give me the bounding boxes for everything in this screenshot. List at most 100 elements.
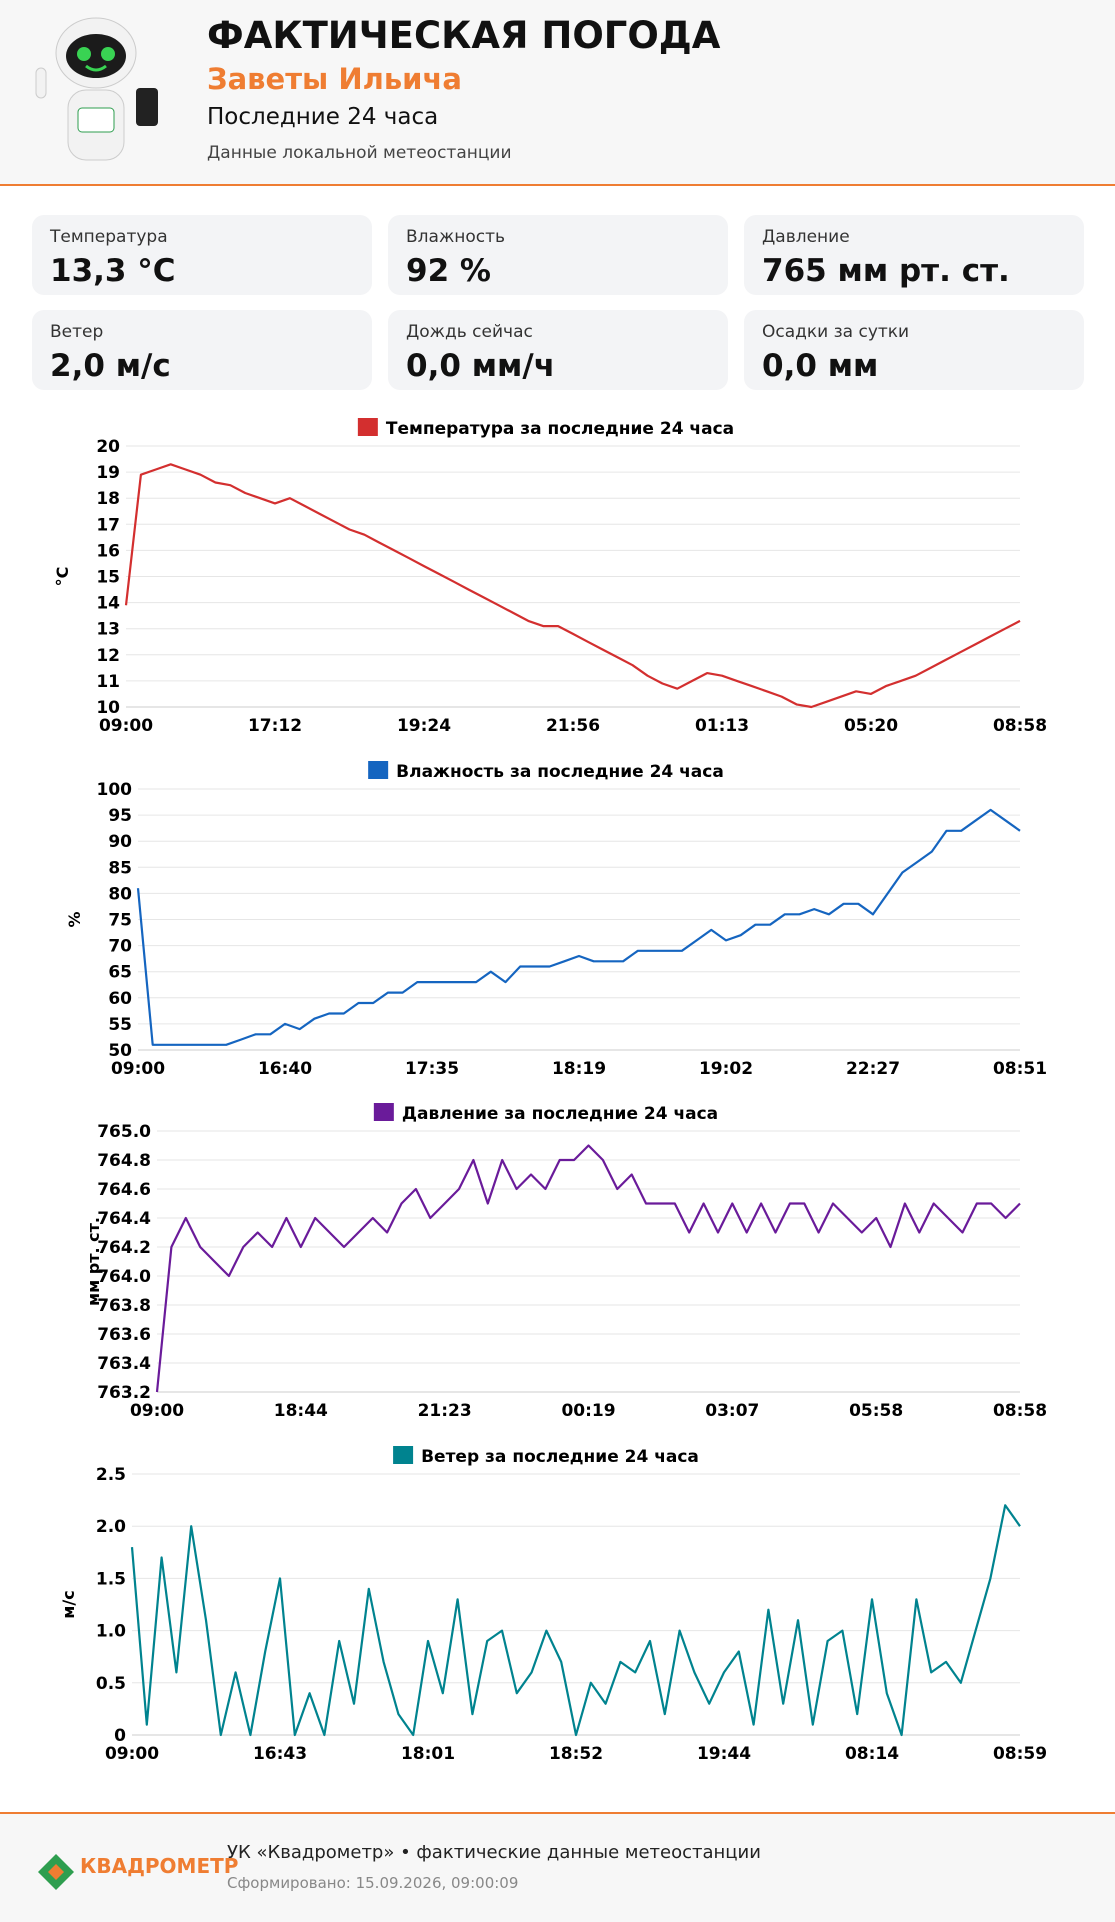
x-tick-label: 08:58 (993, 716, 1047, 736)
stat-value: 0,0 мм/ч (406, 348, 555, 384)
stat-label: Давление (762, 227, 850, 247)
x-tick-label: 19:02 (699, 1059, 753, 1079)
stat-label: Дождь сейчас (406, 322, 533, 342)
stat-label: Влажность (406, 227, 506, 247)
line-series (130, 1504, 1021, 1737)
x-tick-label: 01:13 (695, 716, 749, 736)
header: ФАКТИЧЕСКАЯ ПОГОДА Заветы Ильича Последн… (0, 0, 1115, 186)
stat-value: 13,3 °C (50, 253, 176, 289)
x-tick-label: 08:51 (993, 1059, 1047, 1079)
y-axis-label: м/с (59, 1590, 78, 1618)
legend-swatch (393, 1446, 414, 1464)
y-tick-label: 70 (108, 937, 132, 957)
location: Заветы Ильича (207, 62, 462, 96)
y-tick-label: 75 (108, 911, 132, 931)
x-tick-label: 18:01 (401, 1744, 455, 1764)
legend-swatch (368, 761, 389, 779)
legend-label: Температура за последние 24 часа (386, 419, 734, 439)
x-tick-label: 17:12 (248, 716, 302, 736)
x-tick-label: 09:00 (105, 1744, 159, 1764)
y-tick-label: 765.0 (97, 1122, 151, 1142)
stat-label: Осадки за сутки (762, 322, 910, 342)
x-tick-label: 09:00 (130, 1401, 184, 1421)
x-tick-label: 00:19 (561, 1401, 615, 1421)
y-tick-label: 19 (96, 463, 120, 483)
footer-company: УК «Квадрометр» • фактические данные мет… (227, 1842, 761, 1863)
x-tick-label: 16:40 (258, 1059, 312, 1079)
y-tick-label: 12 (96, 646, 120, 666)
y-tick-label: 763.6 (97, 1325, 151, 1345)
stat-card: Дождь сейчас 0,0 мм/ч (388, 310, 728, 390)
x-tick-label: 22:27 (846, 1059, 900, 1079)
y-tick-label: 95 (108, 806, 132, 826)
y-tick-label: 764.4 (97, 1209, 151, 1229)
line-series (155, 1144, 1021, 1393)
stat-value: 765 мм рт. ст. (762, 253, 1010, 289)
y-tick-label: 763.4 (97, 1354, 151, 1374)
x-tick-label: 05:58 (849, 1401, 903, 1421)
y-tick-label: 764.2 (97, 1238, 151, 1258)
stat-card: Температура 13,3 °C (32, 215, 372, 295)
source: Данные локальной метеостанции (207, 143, 512, 163)
y-tick-label: 14 (96, 594, 120, 614)
footer-logo: КВАДРОМЕТР (80, 1854, 239, 1878)
y-tick-label: 85 (108, 858, 132, 878)
title: ФАКТИЧЕСКАЯ ПОГОДА (207, 14, 721, 57)
y-tick-label: 764.8 (97, 1151, 151, 1171)
y-tick-label: 50 (108, 1041, 132, 1061)
x-tick-label: 19:24 (397, 716, 451, 736)
x-tick-label: 05:20 (844, 716, 898, 736)
x-tick-label: 18:52 (549, 1744, 603, 1764)
stat-card: Влажность 92 % (388, 215, 728, 295)
y-tick-label: 60 (108, 989, 132, 1009)
y-tick-label: 0 (114, 1726, 126, 1746)
y-tick-label: 763.2 (97, 1383, 151, 1403)
x-tick-label: 16:43 (253, 1744, 307, 1764)
stat-card: Ветер 2,0 м/с (32, 310, 372, 390)
period: Последние 24 часа (207, 104, 439, 130)
stat-value: 0,0 мм (762, 348, 879, 384)
x-tick-label: 08:59 (993, 1744, 1047, 1764)
y-tick-label: 65 (108, 963, 132, 983)
y-tick-label: 10 (96, 698, 120, 718)
y-tick-label: 1.0 (96, 1622, 126, 1642)
y-tick-label: 1.5 (96, 1569, 126, 1589)
stat-label: Ветер (50, 322, 104, 342)
legend-label: Ветер за последние 24 часа (421, 1447, 699, 1467)
footer-logo-icon (38, 1854, 74, 1890)
y-tick-label: 100 (97, 780, 133, 800)
stat-card: Осадки за сутки 0,0 мм (744, 310, 1084, 390)
x-tick-label: 09:00 (99, 716, 153, 736)
y-tick-label: 18 (96, 489, 120, 509)
stat-value: 2,0 м/с (50, 348, 171, 384)
y-tick-label: 13 (96, 620, 120, 640)
x-tick-label: 19:44 (697, 1744, 751, 1764)
legend-swatch (357, 418, 378, 436)
x-tick-label: 08:14 (845, 1744, 899, 1764)
y-tick-label: 2.0 (96, 1517, 126, 1537)
y-axis-label: °C (53, 567, 72, 587)
y-tick-label: 0.5 (96, 1674, 126, 1694)
x-tick-label: 18:19 (552, 1059, 606, 1079)
stat-card: Давление 765 мм рт. ст. (744, 215, 1084, 295)
x-tick-label: 21:56 (546, 716, 600, 736)
y-tick-label: 16 (96, 541, 120, 561)
charts: 10 11 12 13 14 15 16 17 18 19 20 09:00 17:12 19:24 21:… (53, 418, 1047, 1764)
y-tick-label: 80 (108, 884, 132, 904)
stat-value: 92 % (406, 253, 491, 289)
y-tick-label: 764.6 (97, 1180, 151, 1200)
line-series (124, 463, 1021, 709)
footer-generated: Сформировано: 15.09.2026, 09:00:09 (227, 1874, 519, 1892)
y-tick-label: 11 (96, 672, 120, 692)
x-tick-label: 03:07 (705, 1401, 759, 1421)
mascot (35, 17, 158, 161)
y-axis-label: мм рт. ст. (84, 1217, 103, 1306)
y-tick-label: 20 (96, 437, 120, 457)
y-tick-label: 764.0 (97, 1267, 151, 1287)
x-tick-label: 18:44 (274, 1401, 328, 1421)
legend-label: Влажность за последние 24 часа (396, 762, 724, 782)
y-axis-label: % (65, 911, 84, 927)
x-tick-label: 09:00 (111, 1059, 165, 1079)
legend-label: Давление за последние 24 часа (402, 1104, 718, 1124)
